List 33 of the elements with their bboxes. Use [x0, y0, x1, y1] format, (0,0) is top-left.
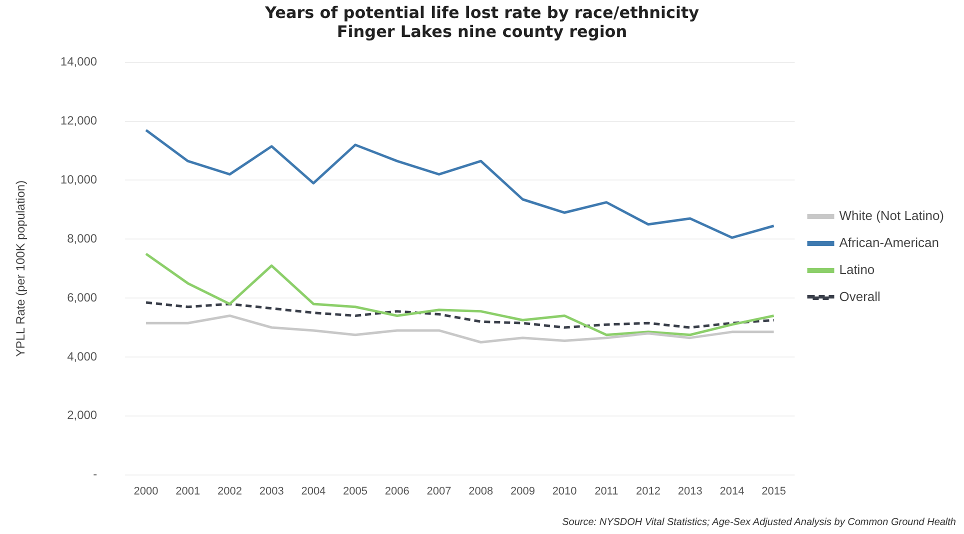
y-tick-label: - — [93, 467, 98, 482]
x-tick-label: 2011 — [594, 485, 618, 498]
chart-title: Years of potential life lost rate by race/ethnicity — [264, 2, 700, 22]
y-tick-label: 6,000 — [67, 290, 98, 304]
chart-subtitle: Finger Lakes nine county region — [336, 22, 628, 41]
x-tick-label: 2013 — [678, 485, 702, 498]
y-tick-label: 14,000 — [60, 54, 98, 69]
x-tick-label: 2014 — [720, 485, 744, 498]
y-axis-title: YPLL Rate (per 100K population) — [14, 180, 28, 357]
x-tick-label: 2006 — [384, 485, 410, 498]
legend-label: White (Not Latino) — [839, 208, 944, 224]
x-tick-label: 2004 — [301, 485, 326, 498]
x-tick-label: 2009 — [510, 485, 535, 498]
x-tick-label: 2003 — [259, 485, 284, 498]
x-tick-label: 2002 — [217, 485, 242, 498]
x-tick-label: 2007 — [426, 485, 452, 498]
y-tick-label: 2,000 — [67, 408, 98, 422]
x-tick-label: 2005 — [343, 485, 368, 498]
x-tick-label: 2015 — [762, 485, 786, 498]
legend-label: Overall — [839, 289, 881, 304]
y-tick-label: 12,000 — [60, 114, 98, 128]
legend-label: African-American — [839, 235, 939, 250]
line-series — [144, 301, 776, 329]
x-tick-label: 2001 — [176, 485, 200, 498]
x-tick-label: 2010 — [552, 485, 577, 498]
x-tick-label: 2000 — [134, 485, 158, 498]
y-tick-label: 10,000 — [60, 172, 98, 187]
y-tick-label: 4,000 — [67, 349, 98, 364]
x-tick-label: 2008 — [468, 485, 494, 498]
source-note: Source: NYSDOH Vital Statistics; Age-Sex Adjusted Analysis by Common Ground Health — [562, 517, 956, 528]
x-tick-label: 2012 — [636, 485, 660, 498]
legend-label: Latino — [839, 262, 875, 278]
y-tick-label: 8,000 — [67, 231, 98, 246]
